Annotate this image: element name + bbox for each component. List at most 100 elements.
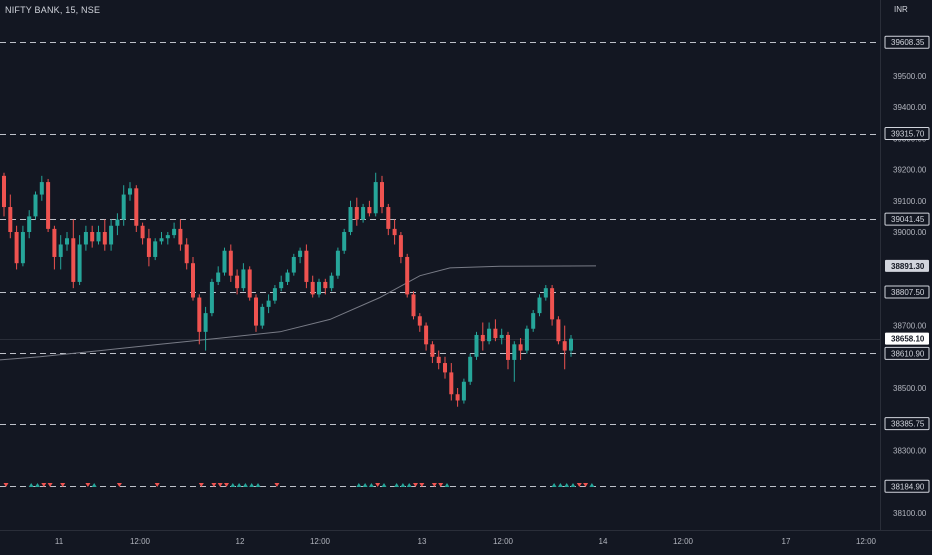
price-tick-label: 39400.00 <box>893 103 927 112</box>
candle-body <box>443 363 447 373</box>
candle-body <box>455 394 460 401</box>
candle-body <box>266 300 271 307</box>
candle-body <box>424 325 429 345</box>
candle-body <box>480 334 485 342</box>
time-tick-label: 17 <box>782 537 791 546</box>
candle-body <box>115 219 120 226</box>
signal-down-arrow <box>211 483 217 487</box>
candle-body <box>430 344 435 357</box>
candle-body <box>386 207 391 229</box>
candle-body <box>279 281 284 289</box>
time-tick-label: 12:00 <box>673 537 694 546</box>
signal-down-arrow <box>576 483 582 487</box>
level-label-box <box>884 212 930 226</box>
candle-body <box>323 281 328 289</box>
level-label: 38184.90 <box>891 482 925 491</box>
candle-body <box>65 238 69 245</box>
candle-body <box>121 194 126 220</box>
candle-body <box>411 294 416 317</box>
signal-up-arrow <box>242 483 248 487</box>
candle-body <box>468 356 473 382</box>
signal-down-arrow <box>3 483 9 487</box>
candle-body <box>317 281 321 295</box>
time-tick-label: 12:00 <box>310 537 331 546</box>
signal-down-arrow <box>419 483 425 487</box>
candle-body <box>499 334 504 339</box>
time-tick-label: 14 <box>599 537 608 546</box>
candle-body <box>405 256 410 295</box>
candle-body <box>52 228 57 257</box>
candle-body <box>543 288 548 298</box>
candle-body <box>172 228 177 236</box>
moving-average-line <box>0 265 597 361</box>
candle-body <box>449 372 454 395</box>
level-label-box <box>884 346 930 360</box>
signal-up-arrow <box>406 483 412 487</box>
candle-body <box>209 281 214 314</box>
candle-body <box>178 228 183 245</box>
candle-body <box>134 188 139 226</box>
candle-body <box>39 182 44 195</box>
time-tick-label: 11 <box>55 537 64 546</box>
candle-body <box>531 313 536 329</box>
price-tick-label: 38700.00 <box>893 322 927 331</box>
currency-label: INR <box>894 5 908 14</box>
candle-body <box>348 207 353 232</box>
signal-up-arrow <box>551 483 557 487</box>
last-price-label: 38658.10 <box>891 335 925 344</box>
candle-body <box>398 235 403 257</box>
candle-body <box>329 275 334 289</box>
candle-body <box>222 250 227 273</box>
candle-body <box>77 244 82 282</box>
level-label: 38610.90 <box>891 349 925 358</box>
signal-up-arrow <box>570 483 576 487</box>
price-tick-label: 39500.00 <box>893 72 927 81</box>
signal-up-arrow <box>394 483 400 487</box>
level-label: 39041.45 <box>891 215 925 224</box>
candle-body <box>140 225 145 239</box>
signal-down-arrow <box>116 483 122 487</box>
candle-body <box>380 182 384 208</box>
signal-up-arrow <box>249 483 255 487</box>
candle-body <box>524 328 529 351</box>
signal-down-arrow <box>217 483 223 487</box>
candle-body <box>487 328 492 342</box>
candle-body <box>228 250 233 276</box>
candle-body <box>354 207 359 220</box>
signal-down-arrow <box>41 483 47 487</box>
time-axis[interactable] <box>0 530 880 551</box>
candle-body <box>83 232 88 245</box>
level-label: 38807.50 <box>891 288 925 297</box>
candle-body <box>537 297 542 314</box>
candle-body <box>128 188 132 195</box>
signal-up-arrow <box>91 483 97 487</box>
price-axis[interactable] <box>880 0 932 530</box>
candle-body <box>14 232 19 264</box>
symbol-title[interactable]: NIFTY BANK, 15, NSE <box>5 5 101 15</box>
signal-up-arrow <box>255 483 261 487</box>
candle-body <box>71 238 76 282</box>
candle-body <box>569 338 573 351</box>
candle-body <box>247 269 252 298</box>
candle-body <box>102 232 107 245</box>
level-label: 38385.75 <box>891 420 925 429</box>
time-tick-label: 13 <box>418 537 427 546</box>
signal-down-arrow <box>274 483 280 487</box>
candle-body <box>254 297 258 326</box>
candle-body <box>373 182 378 214</box>
level-label-box <box>884 285 930 299</box>
signal-up-arrow <box>368 483 374 487</box>
signal-up-arrow <box>356 483 362 487</box>
candle-body <box>518 344 523 351</box>
candle-body <box>90 232 95 242</box>
signal-up-arrow <box>589 483 595 487</box>
time-tick-label: 12:00 <box>130 537 151 546</box>
signal-down-arrow <box>224 483 229 487</box>
price-tick-label: 39200.00 <box>893 166 927 175</box>
candle-body <box>272 288 277 301</box>
candle-body <box>58 244 63 257</box>
time-tick-label: 12 <box>236 537 245 546</box>
signal-up-arrow <box>230 483 236 487</box>
